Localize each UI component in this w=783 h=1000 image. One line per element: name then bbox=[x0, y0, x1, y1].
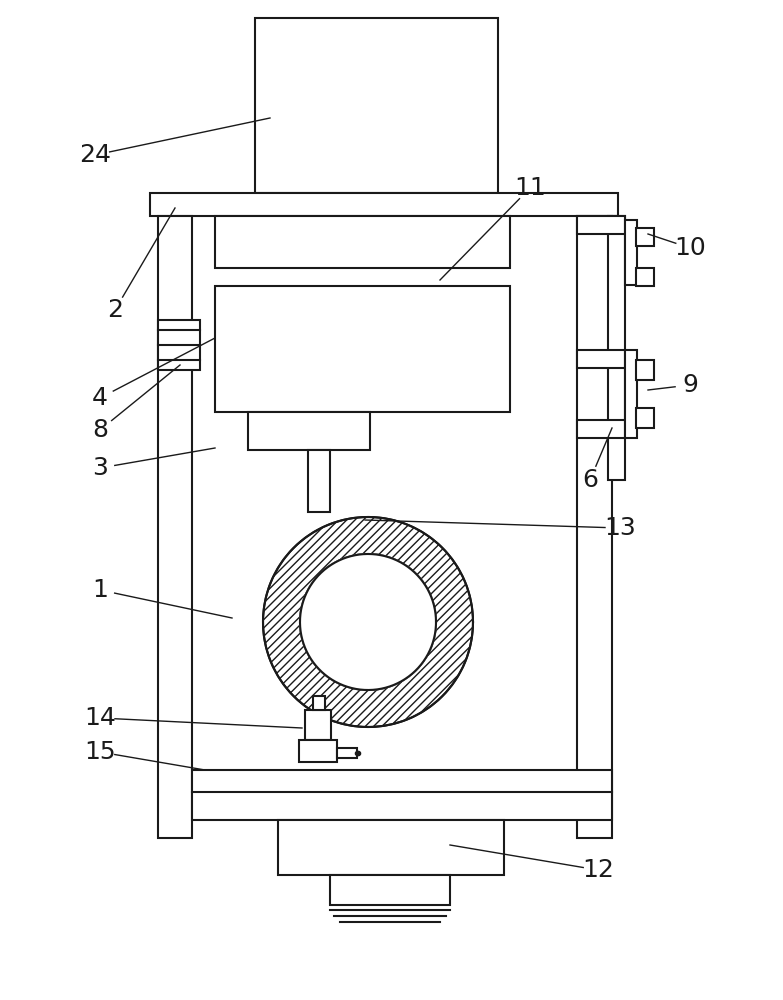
Text: 13: 13 bbox=[604, 516, 636, 540]
Bar bbox=[636, 228, 654, 246]
Bar bbox=[608, 216, 625, 480]
Bar bbox=[192, 770, 612, 820]
Bar bbox=[255, 18, 498, 193]
Bar bbox=[150, 193, 618, 216]
Bar bbox=[625, 220, 637, 285]
Text: 6: 6 bbox=[582, 468, 598, 492]
Bar bbox=[577, 420, 625, 438]
Bar bbox=[278, 820, 504, 875]
Text: 8: 8 bbox=[92, 418, 108, 442]
Bar bbox=[636, 360, 654, 380]
Text: 2: 2 bbox=[107, 298, 123, 322]
Text: 3: 3 bbox=[92, 456, 108, 480]
Bar bbox=[313, 696, 325, 710]
Bar bbox=[308, 450, 330, 512]
Bar bbox=[577, 216, 625, 234]
Text: 15: 15 bbox=[85, 740, 116, 764]
Bar bbox=[625, 350, 637, 438]
Bar bbox=[577, 216, 612, 838]
Bar bbox=[636, 408, 654, 428]
Text: 12: 12 bbox=[582, 858, 614, 882]
Bar bbox=[636, 268, 654, 286]
Bar bbox=[158, 320, 200, 370]
Text: 9: 9 bbox=[682, 373, 698, 397]
Text: 10: 10 bbox=[674, 236, 706, 260]
Bar bbox=[215, 216, 510, 268]
Text: 4: 4 bbox=[92, 386, 108, 410]
Bar bbox=[305, 710, 331, 740]
Text: 1: 1 bbox=[92, 578, 108, 602]
Text: 14: 14 bbox=[84, 706, 116, 730]
Bar bbox=[248, 412, 370, 450]
Bar bbox=[215, 286, 510, 412]
Bar bbox=[158, 216, 192, 838]
Bar bbox=[299, 740, 337, 762]
Text: 11: 11 bbox=[514, 176, 546, 200]
Bar bbox=[337, 748, 357, 758]
Circle shape bbox=[300, 554, 436, 690]
Bar bbox=[577, 350, 625, 368]
Bar bbox=[330, 875, 450, 905]
Text: 24: 24 bbox=[79, 143, 111, 167]
